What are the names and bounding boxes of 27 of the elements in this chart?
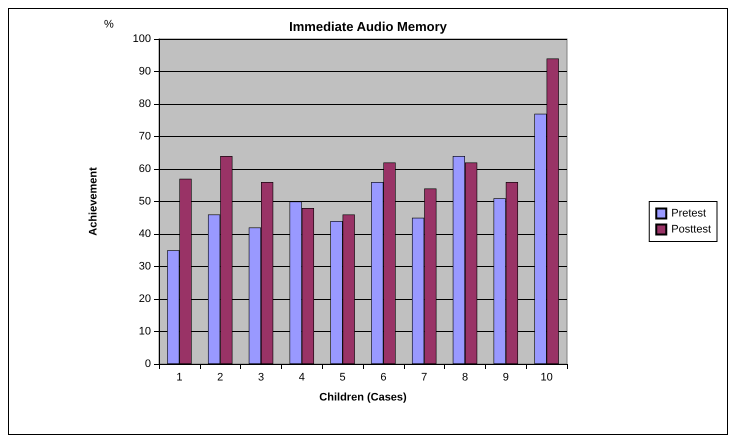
x-tick-label: 6: [380, 372, 386, 384]
chart-title: Immediate Audio Memory: [289, 19, 448, 34]
y-tick-label: 60: [138, 163, 151, 175]
x-tick-label: 3: [258, 372, 264, 384]
x-axis-title: Children (Cases): [319, 392, 408, 404]
x-tick-label: 10: [540, 372, 553, 384]
legend-label: Posttest: [671, 224, 712, 236]
x-tick-label: 5: [340, 372, 346, 384]
x-tick-label: 2: [217, 372, 224, 384]
x-tick-label: 4: [298, 372, 305, 384]
x-tick-label: 1: [176, 372, 182, 384]
x-tick-label: 8: [462, 372, 468, 384]
x-tick-label: 9: [502, 372, 509, 384]
legend-label: Pretest: [671, 208, 706, 220]
y-tick-label: 80: [138, 98, 151, 110]
y-tick-label: 10: [138, 326, 151, 338]
y-tick-label: 70: [138, 130, 151, 142]
y-tick-label: 90: [138, 66, 151, 78]
y-tick-label: 50: [138, 196, 151, 208]
y-tick-label: 40: [138, 228, 151, 240]
y-tick-label: 20: [138, 293, 151, 305]
y-tick-label: 30: [138, 260, 151, 272]
x-tick-label: 7: [421, 372, 428, 384]
text: %: [104, 18, 114, 30]
y-tick-label: 0: [144, 358, 151, 370]
y-axis-title: Achievement: [88, 166, 100, 236]
y-tick-label: 100: [132, 33, 151, 45]
